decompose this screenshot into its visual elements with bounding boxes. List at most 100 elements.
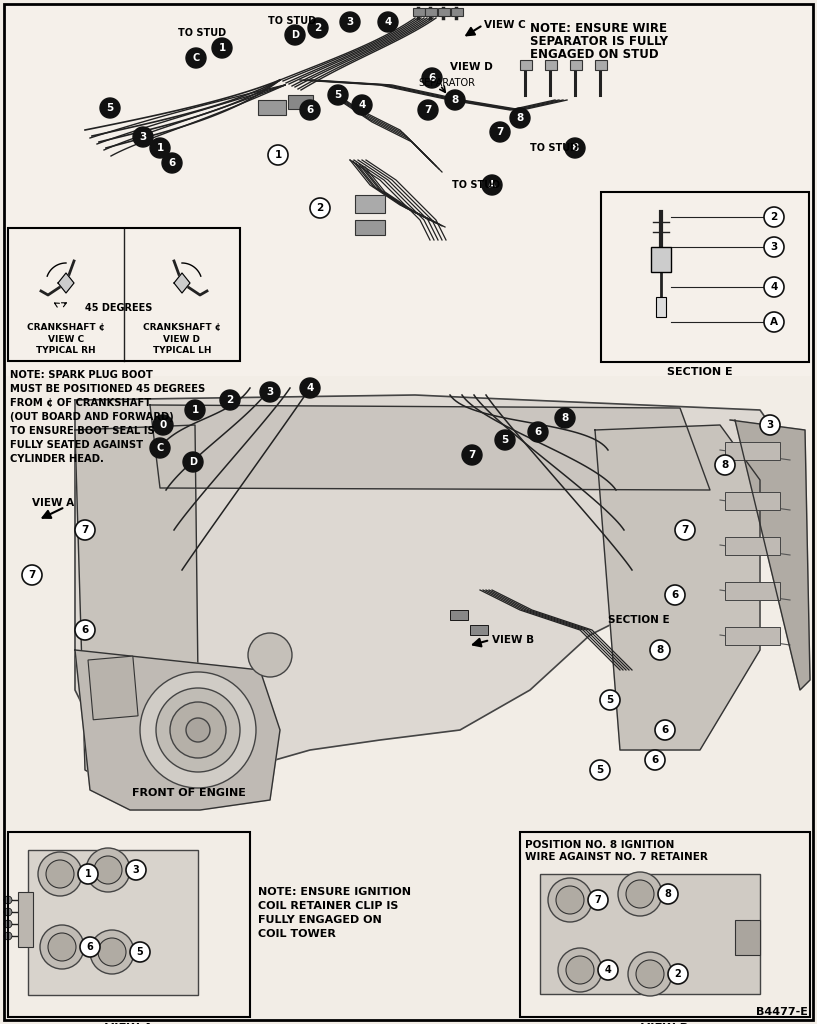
Circle shape: [248, 633, 292, 677]
Text: 4: 4: [306, 383, 314, 393]
Circle shape: [626, 880, 654, 908]
Text: 2: 2: [315, 23, 322, 33]
Circle shape: [130, 942, 150, 962]
Text: TO ENSURE BOOT SEAL IS: TO ENSURE BOOT SEAL IS: [10, 426, 154, 436]
Polygon shape: [75, 650, 280, 810]
Text: VIEW D: VIEW D: [450, 62, 493, 72]
Text: 2: 2: [316, 203, 324, 213]
Text: 2: 2: [770, 212, 778, 222]
Text: VIEW A: VIEW A: [105, 1022, 153, 1024]
Circle shape: [548, 878, 592, 922]
Text: NOTE: ENSURE WIRE: NOTE: ENSURE WIRE: [530, 22, 667, 35]
Circle shape: [556, 886, 584, 914]
Text: D: D: [189, 457, 197, 467]
Text: SECTION E: SECTION E: [608, 615, 670, 625]
Circle shape: [86, 848, 130, 892]
Circle shape: [22, 565, 42, 585]
Text: 5: 5: [502, 435, 509, 445]
Text: 1: 1: [218, 43, 225, 53]
Bar: [651, 247, 671, 272]
Circle shape: [760, 415, 780, 435]
Circle shape: [285, 25, 305, 45]
Circle shape: [378, 12, 398, 32]
Circle shape: [675, 520, 695, 540]
Circle shape: [665, 585, 685, 605]
Text: FROM ¢ OF CRANKSHAFT: FROM ¢ OF CRANKSHAFT: [10, 398, 151, 408]
Text: 8: 8: [451, 95, 458, 105]
Text: A: A: [770, 317, 778, 327]
Circle shape: [668, 964, 688, 984]
Bar: [520, 60, 532, 70]
Text: 7: 7: [29, 570, 36, 580]
Text: 1: 1: [156, 143, 163, 153]
Text: 5: 5: [106, 103, 114, 113]
Circle shape: [40, 925, 84, 969]
Circle shape: [260, 382, 280, 402]
Bar: [520, 831, 810, 1017]
Bar: [413, 8, 425, 16]
Text: 5: 5: [596, 765, 604, 775]
Circle shape: [655, 720, 675, 740]
Text: 3: 3: [770, 242, 778, 252]
Circle shape: [566, 956, 594, 984]
Text: COIL TOWER: COIL TOWER: [258, 929, 336, 939]
Text: 3: 3: [766, 420, 774, 430]
Polygon shape: [150, 406, 710, 490]
Text: ENGAGED ON STUD: ENGAGED ON STUD: [530, 48, 659, 61]
Text: CRANKSHAFT ¢: CRANKSHAFT ¢: [143, 323, 221, 332]
Text: A: A: [488, 180, 496, 190]
Circle shape: [126, 860, 146, 880]
Circle shape: [94, 856, 122, 884]
Text: 8: 8: [664, 889, 672, 899]
Text: VIEW A: VIEW A: [32, 498, 74, 508]
Circle shape: [310, 198, 330, 218]
Bar: [451, 8, 463, 16]
Circle shape: [4, 896, 12, 904]
Text: 6: 6: [87, 942, 93, 952]
Text: 5: 5: [334, 90, 342, 100]
Text: 6: 6: [662, 725, 668, 735]
Circle shape: [170, 702, 226, 758]
Circle shape: [422, 68, 442, 88]
Bar: [725, 582, 780, 600]
Circle shape: [162, 153, 182, 173]
Text: D: D: [291, 30, 299, 40]
Text: 7: 7: [82, 525, 89, 535]
Bar: [438, 8, 450, 16]
Text: 3: 3: [346, 17, 354, 27]
Text: 45 DEGREES: 45 DEGREES: [85, 303, 153, 313]
Circle shape: [98, 938, 126, 966]
Text: TO STUD: TO STUD: [178, 28, 226, 38]
Bar: [725, 627, 780, 645]
Circle shape: [46, 860, 74, 888]
Text: FULLY SEATED AGAINST: FULLY SEATED AGAINST: [10, 440, 143, 450]
Text: 8: 8: [721, 460, 729, 470]
Circle shape: [185, 400, 205, 420]
Bar: [725, 442, 780, 460]
Circle shape: [340, 12, 360, 32]
Circle shape: [140, 672, 256, 788]
Polygon shape: [75, 425, 198, 795]
Text: B4477-E: B4477-E: [756, 1007, 808, 1017]
Circle shape: [75, 520, 95, 540]
Text: 6: 6: [168, 158, 176, 168]
Text: 8: 8: [516, 113, 524, 123]
Circle shape: [100, 98, 120, 118]
Circle shape: [658, 884, 678, 904]
Text: 8: 8: [656, 645, 663, 655]
Bar: [258, 100, 286, 115]
Text: 4: 4: [605, 965, 611, 975]
Text: MUST BE POSITIONED 45 DEGREES: MUST BE POSITIONED 45 DEGREES: [10, 384, 205, 394]
Circle shape: [4, 908, 12, 916]
Text: 2: 2: [675, 969, 681, 979]
Text: 1: 1: [275, 150, 282, 160]
Text: VIEW B: VIEW B: [641, 1022, 689, 1024]
Circle shape: [445, 90, 465, 110]
Text: C: C: [156, 443, 163, 453]
Text: 2: 2: [226, 395, 234, 406]
Text: CRANKSHAFT ¢: CRANKSHAFT ¢: [27, 323, 105, 332]
Text: 4: 4: [770, 282, 778, 292]
Text: 4: 4: [384, 17, 391, 27]
Bar: [725, 492, 780, 510]
Circle shape: [153, 415, 173, 435]
